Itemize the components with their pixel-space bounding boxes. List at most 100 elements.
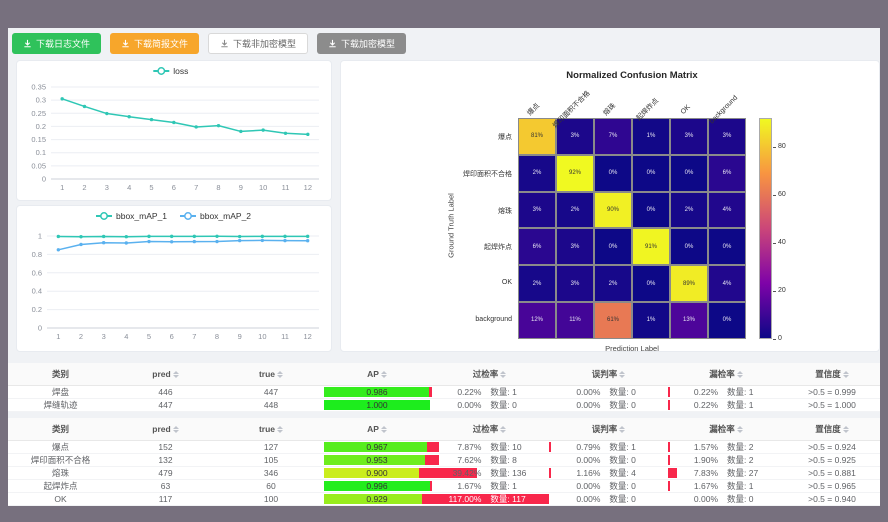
table-row: 爆点 152 127 0.967 7.87% 数量: 10 0.79% 数量: 1 1.57% 数… [8,440,880,454]
download-plain-model-button[interactable]: 下载非加密模型 [208,33,309,54]
table-row: 起焊炸点 63 60 0.996 1.67% 数量: 1 0.00% 数量: 0 1.67% 数量… [8,479,880,493]
class-name-cell: 爆点 [8,440,113,454]
miss-rate-cell: 7.83% 数量: 27 [668,466,784,480]
download-encrypted-model-button[interactable]: 下载加密模型 [317,33,407,54]
true-count-cell: 346 [218,466,324,480]
legend-item-loss[interactable]: loss [153,66,188,76]
pred-count-cell: 152 [113,440,218,454]
download-log-button[interactable]: 下载日志文件 [12,33,102,54]
column-header-过检率[interactable]: 过检率 [430,418,549,441]
colorbar-tick-label: 20 [778,286,786,294]
legend-item-bbox_mAP_2[interactable]: bbox_mAP_2 [180,211,251,221]
svg-text:11: 11 [281,332,289,341]
column-header-置信度[interactable]: 置信度 [784,418,880,441]
column-header-置信度[interactable]: 置信度 [784,363,880,386]
ap-bar-cell: 0.929 [324,492,430,506]
sort-carets-icon[interactable] [277,426,284,434]
matrix-cell: 4% [708,191,746,229]
svg-text:bbox_mAP_2: bbox_mAP_2 [200,211,251,221]
download-report-button[interactable]: 下载简报文件 [110,33,200,54]
column-header-类别: 类别 [8,363,113,386]
sort-carets-icon[interactable] [842,371,849,379]
sort-carets-icon[interactable] [380,371,387,379]
svg-text:7: 7 [194,183,198,192]
svg-text:4: 4 [124,332,128,341]
column-header-pred[interactable]: pred [113,363,218,386]
sort-carets-icon[interactable] [277,371,284,379]
sort-carets-icon[interactable] [500,371,507,379]
class-name-cell: 熔珠 [8,466,113,480]
colorbar-tick-label: 40 [778,238,786,246]
matrix-cell: 0% [632,191,670,229]
matrix-cell: 1% [632,302,670,339]
column-header-漏检率[interactable]: 漏检率 [668,418,784,441]
matrix-cell: 3% [556,228,594,266]
column-header-true[interactable]: true [218,418,324,441]
over-rate-cell: 117.00% 数量: 117 [430,492,549,506]
column-header-误判率[interactable]: 误判率 [549,363,668,386]
matrix-cell: 90% [594,191,632,229]
true-count-cell: 127 [218,440,324,454]
sort-carets-icon[interactable] [500,426,507,434]
svg-text:1: 1 [60,183,64,192]
confidence-cell: >0.5 = 1.000 [784,398,880,412]
sort-carets-icon[interactable] [380,426,387,434]
svg-text:loss: loss [173,66,188,76]
mis-rate-cell: 0.00% 数量: 0 [549,398,668,412]
matrix-cell: 3% [518,191,556,229]
matrix-cell: 3% [556,118,594,155]
column-header-true[interactable]: true [218,363,324,386]
true-count-cell: 448 [218,398,324,412]
svg-text:0.2: 0.2 [36,122,46,131]
sort-carets-icon[interactable] [842,426,849,434]
colorbar-tick-label: 80 [778,142,786,150]
column-header-漏检率[interactable]: 漏检率 [668,363,784,386]
pred-count-cell: 479 [113,466,218,480]
confusion-matrix-card: Normalized Confusion Matrix 81% 3% 7% 1% 3% 3… [340,60,880,353]
weld-seam-metrics-table: 类别 pred true AP 过检率 误判率 漏检率 置信度 焊盘 446 447 0.986 0.2… [8,363,880,412]
matrix-cell: 0% [670,154,708,192]
column-header-误判率[interactable]: 误判率 [549,418,668,441]
miss-rate-cell: 1.90% 数量: 2 [668,453,784,467]
column-header-AP[interactable]: AP [324,418,430,441]
column-header-AP[interactable]: AP [324,363,430,386]
class-name-cell: 焊印面积不合格 [8,453,113,467]
sort-carets-icon[interactable] [736,371,743,379]
svg-text:0.8: 0.8 [32,250,42,259]
ap-bar-cell: 0.900 [324,466,430,480]
loss-line-chart: 00.050.10.150.20.250.30.351 2 3 4 5 6 7 8 9 10 11 1… [31,66,319,192]
column-header-pred[interactable]: pred [113,418,218,441]
column-header-过检率[interactable]: 过检率 [430,363,549,386]
sort-carets-icon[interactable] [736,426,743,434]
mis-rate-cell: 1.16% 数量: 4 [549,466,668,480]
sort-carets-icon[interactable] [619,371,626,379]
matrix-row-label: 爆点 [498,133,512,141]
svg-text:0.3: 0.3 [36,96,46,105]
svg-text:5: 5 [147,332,151,341]
miss-rate-cell: 1.67% 数量: 1 [668,479,784,493]
svg-text:9: 9 [239,183,243,192]
matrix-cell: 1% [632,118,670,155]
download-icon [24,39,31,48]
download-report-label: 下载简报文件 [134,39,189,49]
svg-text:0.2: 0.2 [32,305,42,314]
over-rate-cell: 0.22% 数量: 1 [430,385,549,399]
ap-bar-cell: 1.000 [324,398,430,412]
sort-carets-icon[interactable] [172,371,179,379]
loss-chart-card: 0 0.05 0.1 0.15 0.2 0.25 0.3 0.35 1 2 3 4 5 6 7 8 9 10 11 1… [16,60,332,201]
matrix-cell: 91% [632,228,670,266]
class-name-cell: 起焊炸点 [8,479,113,493]
miss-rate-cell: 0.00% 数量: 0 [668,492,784,506]
over-rate-cell: 7.87% 数量: 10 [430,440,549,454]
svg-text:1: 1 [56,332,60,341]
svg-text:8: 8 [215,332,219,341]
download-log-label: 下载日志文件 [36,39,91,49]
true-count-cell: 105 [218,453,324,467]
sort-carets-icon[interactable] [172,426,179,434]
sort-carets-icon[interactable] [619,426,626,434]
matrix-cell: 81% [518,118,556,155]
legend-item-bbox_mAP_1[interactable]: bbox_mAP_1 [96,211,167,221]
matrix-cell: 61% [594,302,632,339]
svg-text:0.6: 0.6 [32,268,42,277]
class-name-cell: 焊缝轨迹 [8,398,113,412]
